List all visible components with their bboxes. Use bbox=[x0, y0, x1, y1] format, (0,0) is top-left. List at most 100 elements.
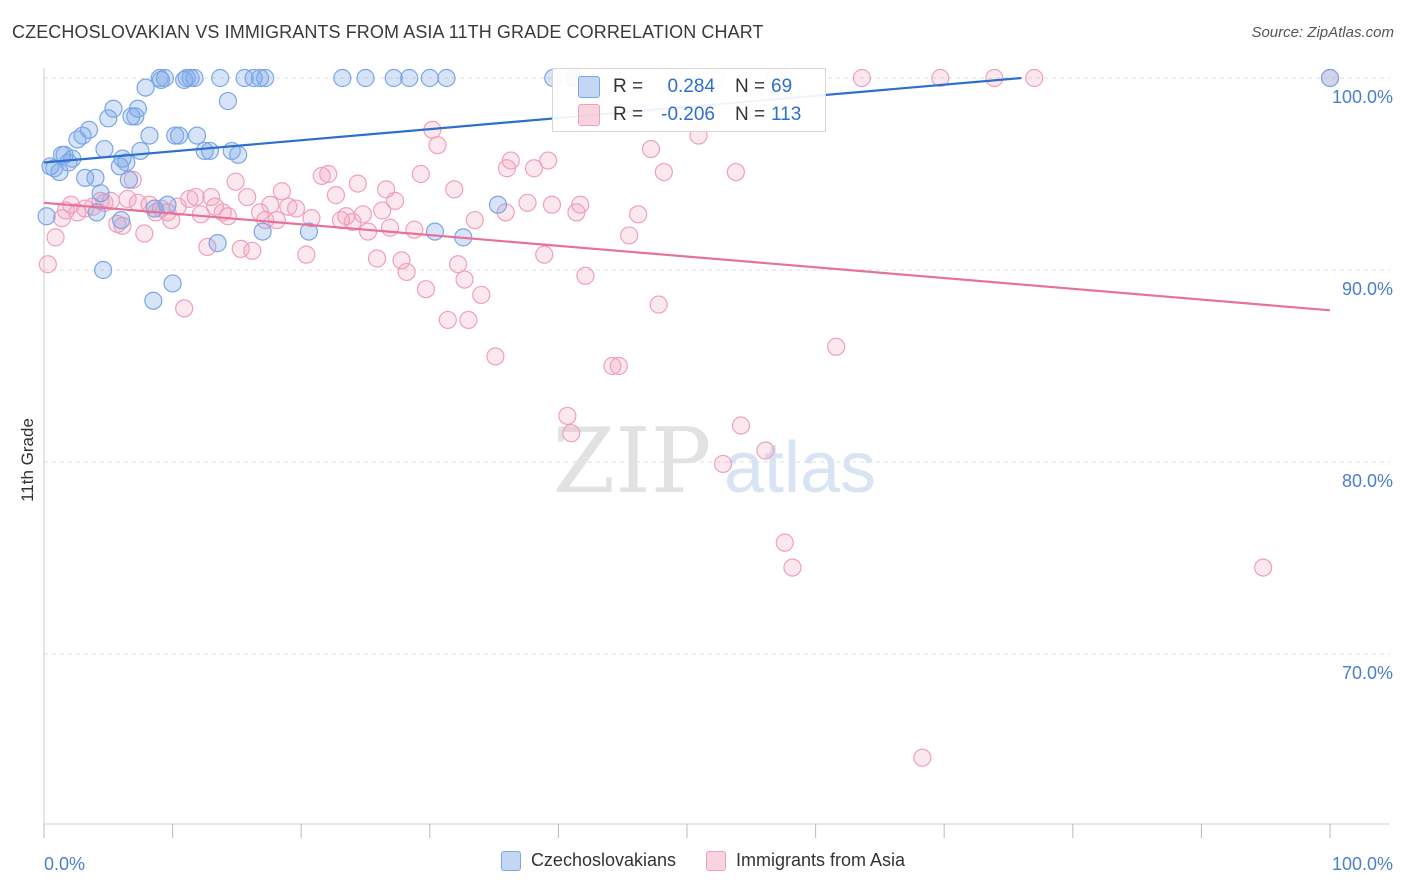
immigrant-asia-point bbox=[726, 162, 745, 182]
legend-item-czechoslovakians: Czechoslovakians bbox=[500, 850, 677, 871]
immigrant-asia-point bbox=[411, 164, 430, 184]
immigrant-asia-point bbox=[465, 210, 484, 230]
czechoslovakian-point bbox=[163, 274, 182, 293]
immigrant-asia-point bbox=[1254, 558, 1273, 577]
immigrant-asia-point bbox=[535, 245, 554, 264]
immigrant-asia-point bbox=[312, 166, 331, 186]
immigrant-asia-point bbox=[571, 195, 590, 214]
data-points bbox=[37, 68, 1340, 767]
y-tick-label: 70.0% bbox=[1342, 663, 1393, 683]
czechoslovakian-point bbox=[208, 234, 227, 253]
immigrant-asia-point bbox=[326, 186, 346, 205]
immigrant-asia-point bbox=[459, 310, 478, 330]
immigrant-asia-point bbox=[373, 201, 392, 220]
immigrant-asia-point bbox=[827, 337, 846, 356]
immigrant-asia-point bbox=[186, 187, 205, 207]
czechoslovakian-point bbox=[117, 153, 136, 172]
stats-r-value: -0.206 bbox=[661, 104, 715, 125]
czechoslovakian-point bbox=[181, 68, 200, 88]
immigrant-asia-point bbox=[202, 187, 221, 207]
immigrant-asia-point bbox=[135, 224, 154, 243]
legend-label: Czechoslovakians bbox=[530, 850, 677, 870]
immigrant-asia-point bbox=[392, 251, 411, 270]
czechoslovakian-point bbox=[155, 68, 174, 88]
legend-swatch-pink bbox=[706, 850, 727, 871]
immigrant-asia-point bbox=[713, 454, 733, 474]
czechoslovakian-trend-line bbox=[43, 76, 1022, 164]
immigrant-asia-point bbox=[180, 189, 199, 209]
immigrant-asia-point bbox=[501, 151, 520, 170]
immigrant-asia-point bbox=[238, 187, 257, 207]
stats-swatch-pink bbox=[578, 104, 600, 126]
legend: Czechoslovakians Immigrants from Asia bbox=[0, 850, 1406, 871]
czechoslovakian-point bbox=[250, 68, 270, 88]
stats-n-label: N = bbox=[735, 76, 766, 97]
czechoslovakian-point bbox=[384, 68, 403, 88]
immigrant-asia-point bbox=[243, 241, 262, 260]
czechoslovakian-point bbox=[79, 120, 99, 139]
immigrant-asia-point bbox=[226, 172, 245, 191]
czechoslovakian-point bbox=[400, 68, 419, 88]
stats-n-value: 69 bbox=[771, 76, 793, 97]
czechoslovakian-point bbox=[158, 195, 177, 214]
immigrant-asia-point bbox=[629, 205, 648, 224]
czechoslovakian-point bbox=[94, 260, 113, 280]
czechoslovakian-point bbox=[37, 207, 56, 226]
stats-r-label: R = bbox=[613, 76, 644, 97]
czechoslovakian-point bbox=[119, 170, 138, 189]
immigrant-asia-point bbox=[518, 193, 537, 212]
czechoslovakian-point bbox=[166, 126, 185, 145]
immigrant-asia-trend-line bbox=[43, 201, 1331, 312]
immigrant-asia-point bbox=[397, 262, 416, 282]
immigrant-asia-point bbox=[385, 191, 405, 210]
czechoslovakian-point bbox=[131, 141, 150, 161]
immigrant-asia-point bbox=[438, 310, 457, 330]
immigrant-asia-point bbox=[38, 255, 57, 274]
czechoslovakian-point bbox=[425, 222, 445, 241]
immigrant-asia-point bbox=[267, 210, 286, 230]
czechoslovakian-point bbox=[333, 68, 352, 88]
immigrant-asia-point bbox=[731, 416, 751, 435]
czechoslovakian-point bbox=[218, 91, 237, 111]
immigrant-asia-point bbox=[343, 212, 362, 232]
immigrant-asia-point bbox=[486, 347, 505, 366]
immigrant-asia-point bbox=[367, 249, 387, 268]
immigrant-asia-point bbox=[405, 220, 424, 239]
immigrant-asia-point bbox=[56, 201, 75, 220]
immigrant-asia-point bbox=[198, 237, 217, 257]
czechoslovakian-point bbox=[140, 126, 159, 145]
immigrant-asia-point bbox=[985, 68, 1004, 88]
immigrant-asia-point bbox=[609, 356, 628, 376]
immigrant-asia-point bbox=[448, 255, 468, 274]
watermark-zip: ZIP bbox=[553, 409, 712, 514]
chart-title: CZECHOSLOVAKIAN VS IMMIGRANTS FROM ASIA … bbox=[12, 22, 764, 42]
immigrant-asia-point bbox=[445, 180, 464, 199]
immigrant-asia-point bbox=[46, 228, 65, 247]
stats-box: R = 0.284 N = 69 R = -0.206 N = 113 bbox=[552, 68, 826, 132]
czechoslovakian-point bbox=[488, 195, 508, 214]
czechoslovakian-point bbox=[136, 78, 155, 97]
stats-r-label: R = bbox=[613, 104, 644, 125]
czechoslovakian-point bbox=[99, 109, 118, 128]
x-tick-label: 0.0% bbox=[44, 854, 85, 874]
immigrant-asia-point bbox=[302, 209, 321, 228]
stats-n-value: 113 bbox=[771, 104, 802, 125]
czechoslovakian-point bbox=[356, 68, 375, 88]
axes bbox=[43, 68, 1390, 838]
czechoslovakian-point bbox=[104, 99, 123, 118]
czechoslovakian-point bbox=[185, 68, 204, 88]
czechoslovakian-point bbox=[169, 126, 189, 145]
immigrant-asia-point bbox=[118, 189, 137, 209]
immigrant-asia-point bbox=[496, 203, 515, 222]
czechoslovakian-point bbox=[86, 168, 105, 187]
czechoslovakian-point bbox=[1320, 68, 1340, 88]
immigrant-asia-point bbox=[231, 239, 250, 258]
y-tick-label: 100.0% bbox=[1332, 87, 1393, 107]
czechoslovakian-point bbox=[299, 222, 319, 241]
immigrant-asia-point bbox=[756, 441, 775, 460]
grid-lines bbox=[44, 77, 1390, 655]
immigrant-asia-point bbox=[852, 68, 871, 88]
immigrant-asia-point bbox=[654, 162, 673, 182]
czechoslovakian-point bbox=[420, 68, 439, 88]
immigrant-asia-point bbox=[218, 207, 237, 226]
